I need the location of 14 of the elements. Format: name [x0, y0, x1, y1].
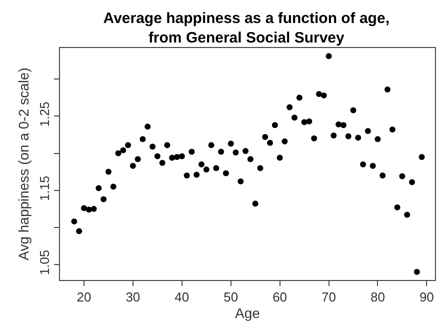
- x-tick-label: 20: [76, 290, 92, 305]
- x-axis-title: Age: [235, 304, 260, 321]
- y-tick-label: 1.15: [36, 176, 52, 202]
- x-tick-label: 90: [419, 290, 434, 305]
- x-tick-label: 60: [272, 290, 288, 305]
- y-tick-label: 1.25: [36, 102, 52, 127]
- y-axis-title: Avg happiness (on a 0-2 scale): [15, 68, 32, 260]
- x-tick-label: 80: [370, 290, 385, 305]
- x-tick-label: 50: [224, 290, 238, 305]
- x-tick-label: 40: [174, 290, 190, 305]
- chart-title: Average happiness as a function of age, from General Social Survey: [103, 10, 390, 47]
- x-tick-label: 70: [322, 290, 336, 305]
- x-tick-label: 30: [126, 290, 140, 305]
- y-tick-label: 1.05: [36, 250, 52, 276]
